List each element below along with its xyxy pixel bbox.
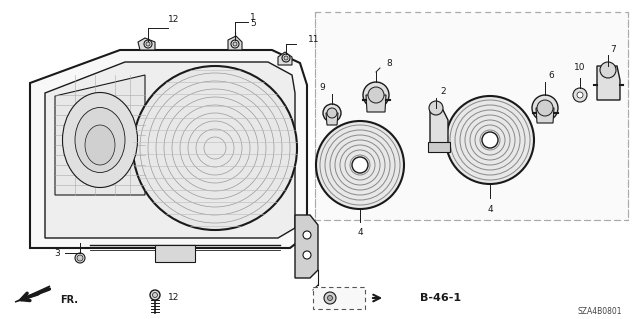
Circle shape: [352, 157, 368, 173]
Circle shape: [282, 54, 290, 62]
Polygon shape: [138, 38, 155, 50]
Circle shape: [75, 253, 85, 263]
Text: 7: 7: [610, 46, 616, 55]
Circle shape: [537, 100, 553, 116]
Polygon shape: [155, 245, 195, 262]
Circle shape: [446, 96, 534, 184]
Text: 12: 12: [168, 15, 179, 24]
Circle shape: [152, 293, 157, 298]
Text: 3: 3: [54, 249, 60, 257]
Circle shape: [231, 40, 239, 48]
Circle shape: [577, 92, 583, 98]
Circle shape: [146, 42, 150, 46]
Polygon shape: [326, 113, 338, 125]
Polygon shape: [597, 66, 620, 100]
Polygon shape: [45, 62, 295, 238]
Circle shape: [532, 95, 558, 121]
Ellipse shape: [75, 108, 125, 173]
Circle shape: [600, 62, 616, 78]
Text: 8: 8: [386, 58, 392, 68]
Text: 2: 2: [440, 87, 445, 97]
Circle shape: [324, 292, 336, 304]
Circle shape: [363, 82, 389, 108]
Text: 12: 12: [168, 293, 179, 302]
Text: 1: 1: [250, 13, 256, 23]
Text: 5: 5: [250, 19, 256, 28]
Circle shape: [573, 88, 587, 102]
Polygon shape: [366, 95, 386, 112]
Polygon shape: [315, 12, 628, 220]
Bar: [313, 287, 365, 309]
Circle shape: [323, 104, 341, 122]
Circle shape: [303, 231, 311, 239]
Text: 11: 11: [308, 35, 319, 44]
Circle shape: [368, 87, 384, 103]
Circle shape: [150, 290, 160, 300]
Circle shape: [144, 40, 152, 48]
Circle shape: [77, 255, 83, 261]
Text: 6: 6: [548, 71, 554, 80]
Text: 4: 4: [487, 205, 493, 214]
Polygon shape: [295, 215, 318, 278]
Polygon shape: [15, 286, 50, 302]
Circle shape: [233, 42, 237, 46]
Text: 10: 10: [574, 63, 586, 72]
Text: SZA4B0801: SZA4B0801: [578, 308, 622, 316]
Polygon shape: [278, 52, 292, 65]
Polygon shape: [428, 142, 450, 152]
Text: 4: 4: [357, 228, 363, 237]
Polygon shape: [228, 36, 242, 50]
Circle shape: [328, 295, 333, 300]
Polygon shape: [55, 75, 145, 195]
Circle shape: [429, 101, 443, 115]
Text: 9: 9: [319, 84, 325, 93]
Circle shape: [133, 66, 297, 230]
Polygon shape: [430, 108, 448, 150]
Ellipse shape: [63, 93, 138, 188]
Circle shape: [316, 121, 404, 209]
Text: FR.: FR.: [60, 295, 78, 305]
Circle shape: [303, 251, 311, 259]
Polygon shape: [30, 50, 307, 248]
Ellipse shape: [85, 125, 115, 165]
Text: B-46-1: B-46-1: [420, 293, 461, 303]
Circle shape: [284, 56, 288, 60]
Polygon shape: [536, 108, 554, 123]
Circle shape: [482, 132, 498, 148]
Circle shape: [327, 108, 337, 118]
